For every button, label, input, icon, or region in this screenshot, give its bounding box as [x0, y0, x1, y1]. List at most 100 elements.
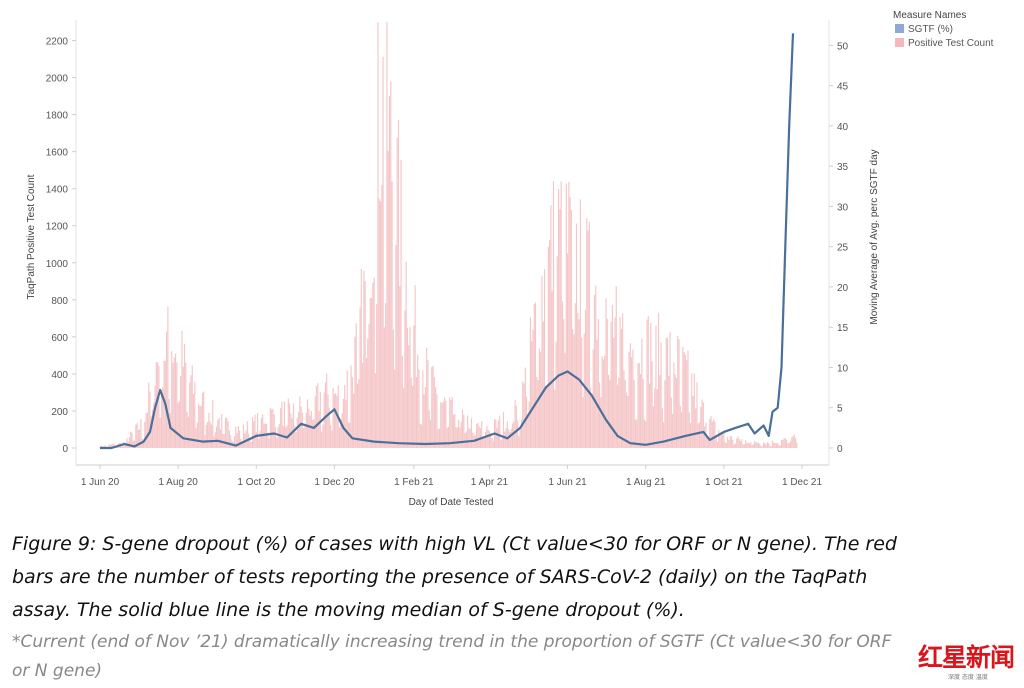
positive-test-bar [224, 417, 227, 448]
positive-test-bar [173, 357, 175, 448]
positive-test-bar [461, 409, 464, 448]
positive-test-bar [180, 375, 182, 448]
positive-test-bar [424, 387, 426, 448]
positive-test-bar [764, 443, 766, 448]
positive-test-bar [330, 424, 332, 448]
positive-test-bar [148, 382, 150, 448]
positive-test-bar [523, 383, 525, 448]
positive-test-bar [610, 321, 612, 448]
positive-test-bar [550, 205, 552, 448]
positive-test-bar [618, 377, 620, 448]
positive-test-bar [668, 375, 670, 448]
positive-test-bar [262, 414, 264, 448]
positive-test-bar [241, 441, 243, 448]
positive-test-bar [354, 336, 356, 448]
positive-test-bar [727, 436, 729, 448]
positive-test-bar [695, 408, 697, 448]
positive-test-bar [367, 338, 369, 448]
positive-test-bar [99, 446, 101, 448]
positive-test-bar [646, 319, 648, 448]
legend-label-positive-test-count: Positive Test Count [908, 38, 994, 49]
positive-test-bar [616, 384, 619, 448]
positive-test-bar [415, 376, 417, 448]
positive-test-bar [327, 394, 329, 448]
positive-test-bar [541, 275, 543, 448]
positive-test-bar [474, 435, 476, 448]
positive-test-bar [392, 329, 394, 448]
positive-test-bar [331, 430, 333, 448]
positive-test-bar [382, 56, 384, 448]
positive-test-bar [502, 411, 505, 448]
positive-test-bar [312, 419, 314, 448]
positive-test-bar [419, 423, 421, 448]
positive-test-bar [782, 439, 784, 448]
positive-test-bar [460, 421, 462, 448]
positive-test-bar [463, 414, 465, 448]
positive-test-bar [478, 426, 480, 448]
positive-test-bar [611, 304, 613, 448]
positive-test-bar [527, 416, 529, 448]
positive-test-bar [192, 394, 195, 448]
positive-test-bar [420, 424, 423, 448]
positive-test-bar [609, 379, 611, 448]
positive-test-bar [423, 394, 425, 448]
positive-test-bar [299, 396, 301, 448]
positive-test-bar [169, 413, 172, 448]
positive-test-bar [391, 181, 393, 448]
figure-caption-line-3: assay. The solid blue line is the moving… [12, 599, 685, 621]
positive-test-bar [199, 406, 201, 448]
positive-test-bar [728, 439, 730, 448]
positive-test-bar [281, 401, 283, 448]
positive-test-bar [593, 294, 596, 448]
positive-test-bar [376, 304, 378, 448]
positive-test-bar [406, 327, 409, 448]
positive-test-bar [546, 385, 548, 448]
positive-test-bar [733, 444, 735, 448]
positive-test-bar [295, 432, 297, 448]
positive-test-bar [313, 419, 315, 448]
positive-test-bar [383, 327, 385, 448]
positive-test-bar [682, 346, 684, 448]
positive-test-bar [342, 398, 344, 448]
y-left-tick-label: 0 [62, 444, 68, 455]
positive-test-bar [449, 397, 451, 448]
x-tick-label: 1 Dec 21 [782, 477, 822, 488]
positive-test-bar [542, 321, 544, 448]
positive-test-bar [319, 391, 321, 448]
positive-test-bar [187, 416, 189, 448]
positive-test-bar [292, 403, 295, 448]
positive-test-bar [405, 261, 407, 448]
positive-test-bar [770, 446, 772, 448]
positive-test-bar [209, 421, 211, 448]
positive-test-bar [572, 329, 574, 448]
positive-test-bar [634, 419, 637, 448]
positive-test-bar [454, 414, 456, 448]
positive-test-bar [359, 307, 361, 448]
positive-test-bar [636, 419, 638, 448]
positive-test-bar [208, 412, 210, 448]
positive-test-bar [417, 354, 419, 448]
positive-test-bar [239, 430, 241, 448]
positive-test-bar [777, 442, 779, 448]
positive-test-bar [175, 353, 177, 448]
positive-test-bar [582, 397, 584, 448]
positive-test-bar [469, 428, 471, 448]
positive-test-bar [446, 427, 448, 448]
positive-test-bar [426, 347, 428, 448]
positive-test-bar [404, 310, 406, 448]
positive-test-bar [540, 351, 542, 448]
x-axis-title: Day of Date Tested [409, 497, 494, 508]
positive-test-bar [427, 360, 429, 448]
positive-test-bar [551, 291, 553, 448]
positive-test-bar [277, 427, 279, 448]
positive-test-bar [145, 413, 147, 448]
positive-test-bar [795, 437, 797, 448]
positive-test-bar [762, 442, 765, 448]
positive-test-bar [176, 362, 178, 448]
positive-test-bar [300, 406, 302, 448]
positive-test-bar [793, 434, 795, 448]
positive-test-bar [724, 442, 726, 448]
positive-test-bar [754, 440, 756, 448]
positive-test-bar [296, 417, 298, 448]
positive-test-bar [619, 316, 621, 448]
